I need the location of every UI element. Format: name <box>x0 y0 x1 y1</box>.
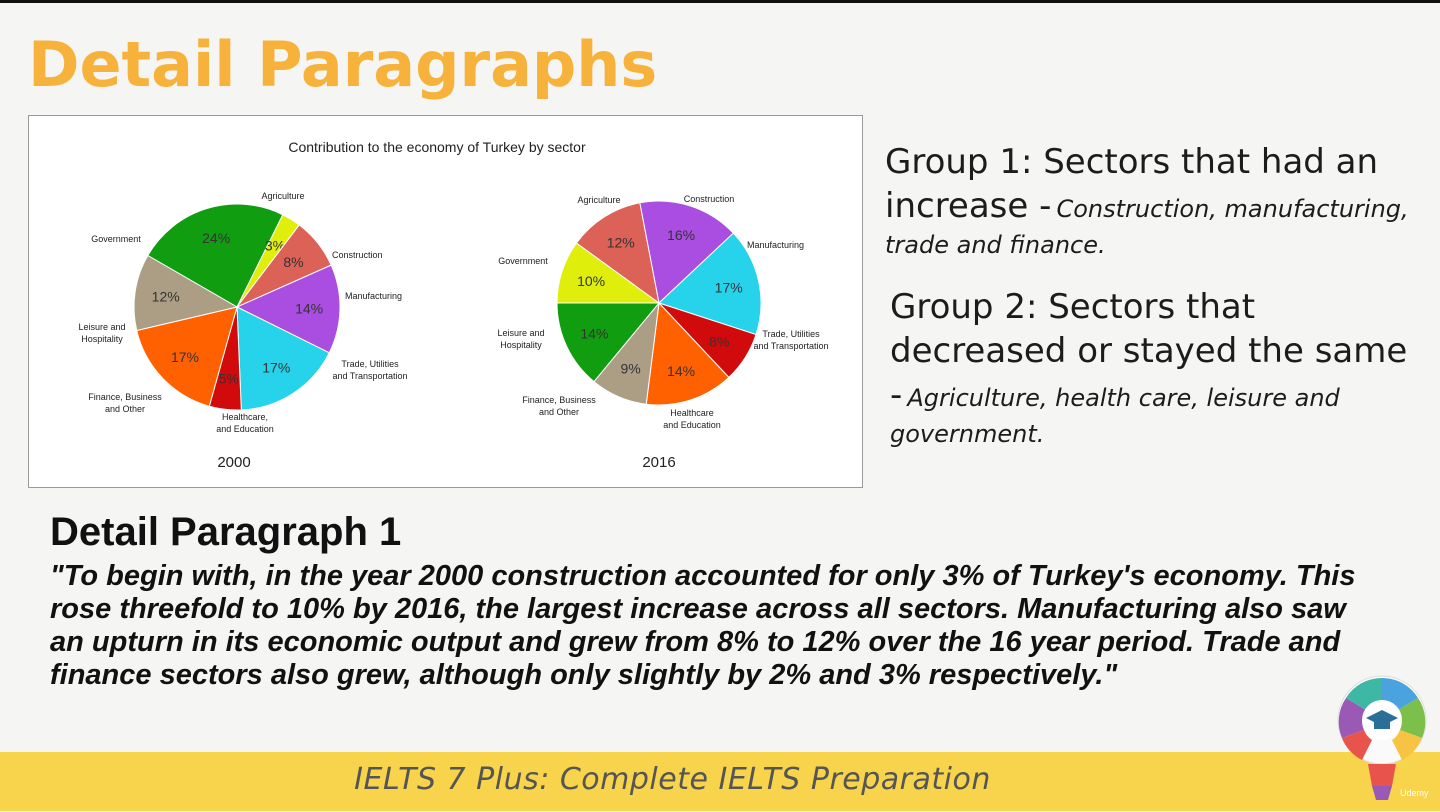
pie-2000-label-healthcare: Healthcare, and Education <box>216 412 274 434</box>
pie-2016-label-government: Government <box>498 256 548 266</box>
pie-2016-label-finance: Finance, Business and Other <box>522 395 596 417</box>
logo-text: Udemy <box>1400 788 1429 798</box>
group-2-sectors: Agriculture, health care, leisure and go… <box>890 384 1340 448</box>
group-1-heading: Group 1: Sectors that had an increase - <box>885 142 1379 226</box>
pie-2016-slice-3 <box>658 232 762 336</box>
pie-chart-figure: Contribution to the economy of Turkey by… <box>28 115 863 488</box>
pie-2016-pct-label-4: 8% <box>709 333 729 349</box>
pie-2000-label-agriculture: Agriculture <box>261 191 304 201</box>
group-1-sectors: Construction, manufacturing, trade and f… <box>885 195 1409 259</box>
pie-2016-label-agriculture: Agriculture <box>577 195 620 205</box>
page-title: Detail Paragraphs <box>28 28 658 101</box>
group-2-heading: Group 2: Sectors that decreased or staye… <box>890 287 1408 415</box>
pie-2000-pct-label-5: 5% <box>219 371 239 387</box>
year-label-2016: 2016 <box>642 454 675 471</box>
pie-2000-pct-label-3: 14% <box>295 301 323 317</box>
pie-2000-pct-label-6: 17% <box>171 349 199 365</box>
pie-2016-label-leisure: Leisure and Hospitality <box>497 328 544 350</box>
pie-2000-slice-6 <box>136 306 238 407</box>
pie-2000: 24% 3%8%14%17%5%17%12% <box>133 203 341 411</box>
pie-2016-pct-label-6: 9% <box>621 361 641 377</box>
pie-2000-label-finance: Finance, Business and Other <box>88 392 162 414</box>
pie-2016-pct-label-0: 10% <box>577 273 605 289</box>
pie-2016-label-healthcare: Healthcare and Education <box>663 408 721 430</box>
top-border <box>0 0 1440 3</box>
pie-2000-label-trade: Trade, Utilities and Transportation <box>332 359 407 381</box>
group-1-summary: Group 1: Sectors that had an increase - … <box>885 140 1430 262</box>
pie-2000-pct-label-2: 8% <box>283 254 303 270</box>
pie-2000-slice-4 <box>236 306 330 411</box>
pie-charts-svg: Contribution to the economy of Turkey by… <box>78 139 828 471</box>
pie-2000-pct-label-7: 12% <box>152 288 180 304</box>
pie-2016-label-construction: Construction <box>684 194 735 204</box>
pie-2000-pct-label-0: 24% <box>202 230 230 246</box>
pie-2000-slice-0 <box>147 203 284 308</box>
pie-2000-label-construction: Construction <box>332 250 383 260</box>
pie-2000-label-manufacturing: Manufacturing <box>345 291 402 301</box>
pie-2016: 10% 12% 16% 17% 8% 14% 9% 14% <box>556 200 762 406</box>
pie-2000-slice-7 <box>133 254 239 332</box>
pie-2016-slice-2 <box>639 200 735 304</box>
pie-2000-label-leisure: Leisure and Hospitality <box>78 322 125 344</box>
pie-2000-pct-label-4: 17% <box>262 359 290 375</box>
pie-2016-slice-1 <box>575 202 660 305</box>
detail-paragraph-heading: Detail Paragraph 1 <box>50 510 402 554</box>
detail-paragraph-text: "To begin with, in the year 2000 constru… <box>50 560 1356 691</box>
pie-2016-pct-label-7: 14% <box>580 325 608 341</box>
pie-2000-label-government: Government <box>91 234 141 244</box>
pie-2016-pct-label-1: 12% <box>607 235 635 251</box>
pie-2016-slice-5 <box>645 301 730 406</box>
group-2-summary: Group 2: Sectors that decreased or staye… <box>890 285 1430 451</box>
pie-2016-label-trade: Trade, Utilities and Transportation <box>753 329 828 351</box>
pie-2016-pct-label-5: 14% <box>667 363 695 379</box>
course-title-footer: IELTS 7 Plus: Complete IELTS Preparation <box>354 762 991 797</box>
pie-2016-pct-label-2: 16% <box>667 227 695 243</box>
pie-2016-slice-7 <box>556 302 661 383</box>
pie-2016-label-manufacturing: Manufacturing <box>747 240 804 250</box>
pie-2016-pct-label-3: 17% <box>715 279 743 295</box>
year-label-2000: 2000 <box>217 454 250 471</box>
footer-band <box>0 752 1440 811</box>
chart-title: Contribution to the economy of Turkey by… <box>288 139 586 155</box>
pie-2000-slice-3 <box>235 264 341 354</box>
graduation-cap-lightbulb-icon: Udemy <box>1332 668 1432 808</box>
